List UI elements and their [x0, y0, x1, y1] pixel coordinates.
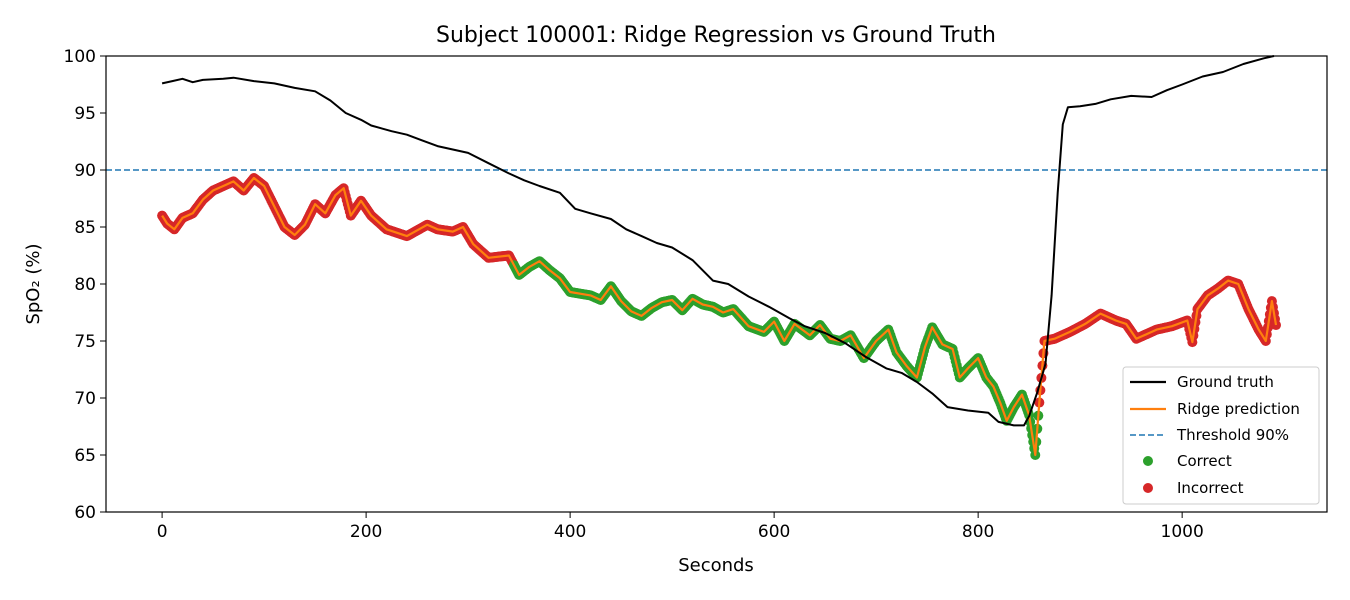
x-axis-title: Seconds [678, 555, 754, 576]
legend-label: Threshold 90% [1176, 426, 1289, 444]
legend-ridge-prediction: Ridge prediction [1130, 400, 1300, 418]
y-axis-title: SpO₂ (%) [23, 243, 44, 324]
x-tick-label: 600 [758, 522, 790, 542]
legend-label: Ridge prediction [1177, 400, 1300, 418]
y-tick-label: 100 [64, 47, 96, 67]
legend-swatch [1143, 483, 1153, 493]
y-tick-label: 70 [74, 389, 96, 409]
x-tick-label: 0 [157, 522, 168, 542]
incorrect-point [1270, 320, 1281, 331]
y-tick-label: 85 [74, 218, 96, 238]
x-tick-label: 1000 [1161, 522, 1204, 542]
y-tick-label: 80 [74, 275, 96, 295]
y-axis: 60 65 70 75 80 85 90 95 100 [64, 47, 106, 523]
x-axis: 0 200 400 600 800 1000 [157, 512, 1204, 542]
ground-truth-line [161, 55, 1275, 427]
x-tick-label: 800 [962, 522, 994, 542]
x-tick-label: 400 [554, 522, 586, 542]
legend-threshold: Threshold 90% [1130, 426, 1289, 444]
y-tick-label: 65 [74, 446, 96, 466]
y-tick-label: 90 [74, 161, 96, 181]
line-layer [161, 55, 1278, 457]
y-tick-label: 95 [74, 104, 96, 124]
plot-area [106, 55, 1327, 460]
ridge-prediction-line [161, 176, 1278, 457]
legend-ground-truth: Ground truth [1130, 373, 1274, 391]
legend: Ground truth Ridge prediction Threshold 90… [1122, 366, 1320, 505]
legend-label: Ground truth [1177, 373, 1274, 391]
legend-box [1122, 366, 1320, 505]
y-tick-label: 75 [74, 332, 96, 352]
legend-correct: Correct [1143, 452, 1232, 470]
legend-swatch [1143, 456, 1153, 466]
y-tick-label: 60 [74, 503, 96, 523]
legend-label: Incorrect [1177, 479, 1244, 497]
legend-incorrect: Incorrect [1143, 479, 1244, 497]
legend-label: Correct [1177, 452, 1232, 470]
x-tick-label: 200 [350, 522, 382, 542]
chart-title: Subject 100001: Ridge Regression vs Grou… [436, 23, 996, 48]
